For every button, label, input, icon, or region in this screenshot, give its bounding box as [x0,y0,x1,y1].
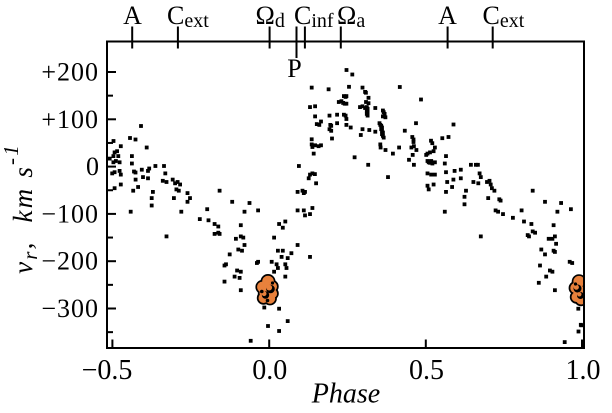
svg-text:−100: −100 [41,199,99,228]
svg-text:−300: −300 [41,294,99,323]
svg-text:−0.5: −0.5 [82,355,133,386]
svg-text:Cinf: Cinf [294,1,334,32]
svg-text:0.0: 0.0 [252,355,287,386]
svg-text:1.0: 1.0 [566,355,601,386]
svg-text:A: A [123,1,142,30]
svg-text:+100: +100 [41,105,99,134]
svg-text:A: A [438,1,457,30]
svg-text:0: 0 [86,152,99,181]
svg-text:−200: −200 [41,247,99,276]
svg-text:+200: +200 [41,58,99,87]
svg-text:P: P [287,54,301,83]
svg-text:Phase: Phase [311,379,380,410]
svg-text:0.5: 0.5 [409,355,444,386]
